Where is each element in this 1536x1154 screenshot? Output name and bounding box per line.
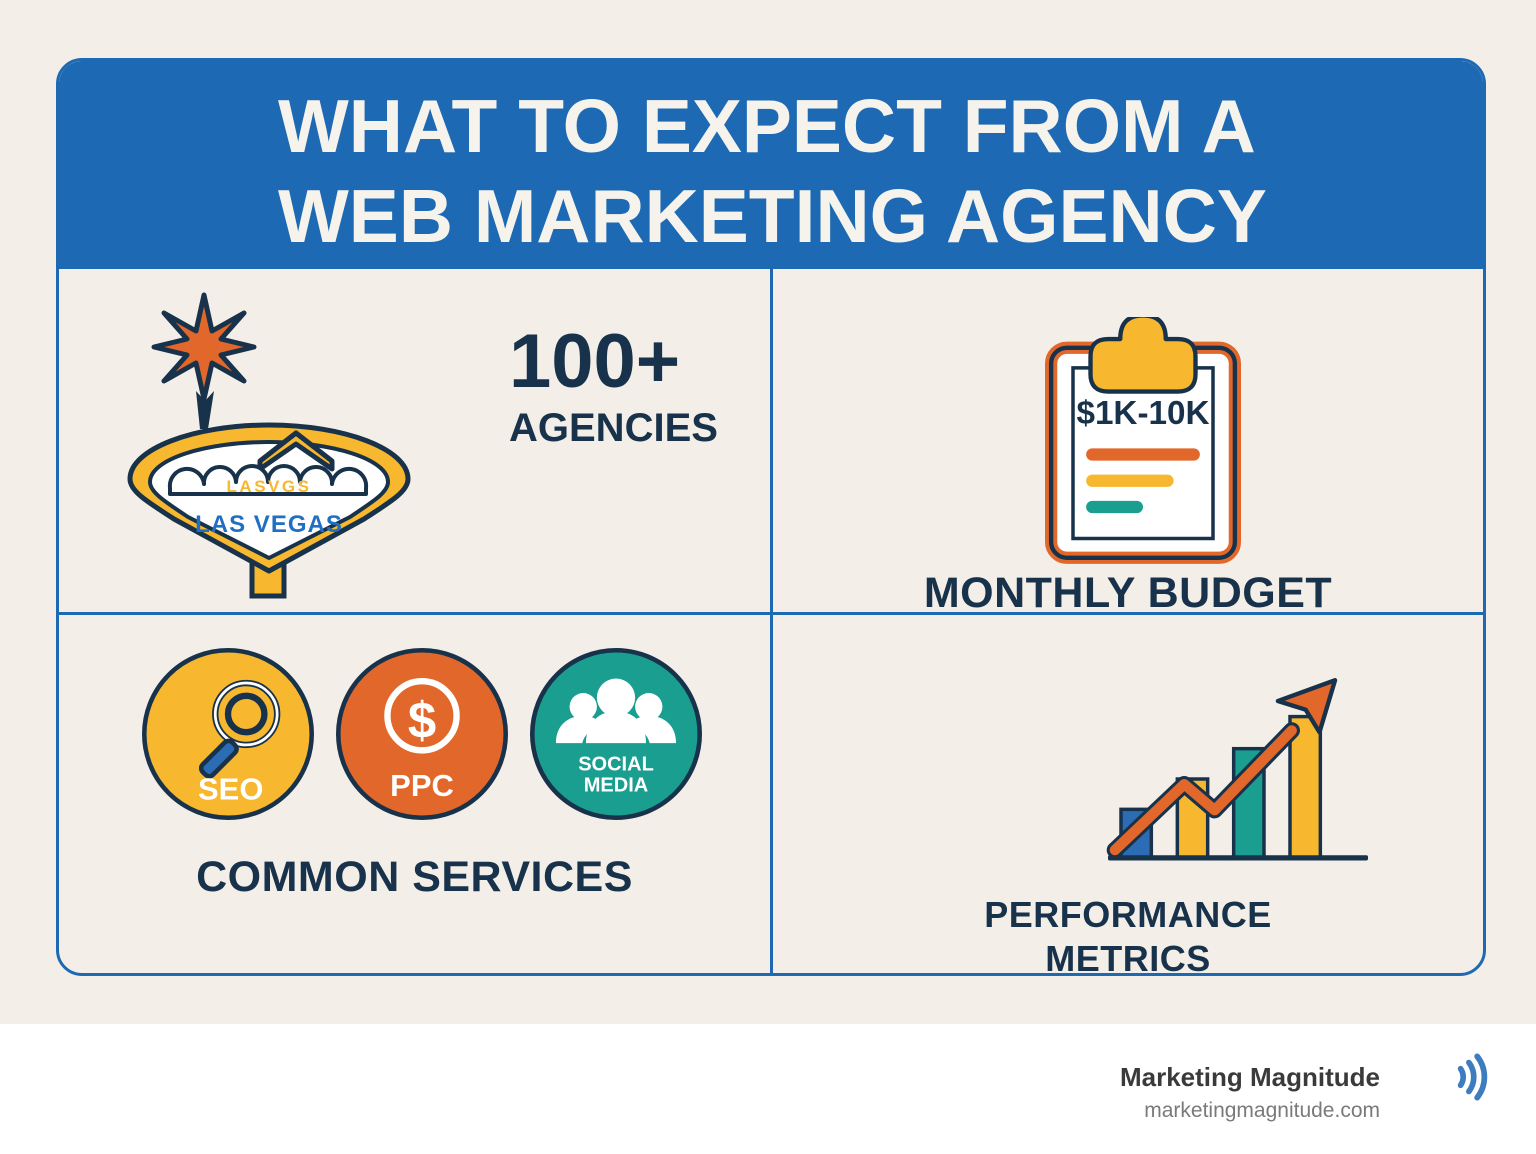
svg-text:MEDIA: MEDIA: [584, 774, 649, 796]
svg-text:LAS VEGAS: LAS VEGAS: [195, 511, 343, 538]
svg-text:SEO: SEO: [198, 772, 263, 807]
svg-text:SOCIAL: SOCIAL: [578, 753, 654, 775]
svg-text:LASVGS: LASVGS: [227, 477, 312, 496]
svg-text:$: $: [408, 692, 436, 749]
svg-text:PPC: PPC: [390, 768, 454, 803]
svg-text:$1K-10K: $1K-10K: [1076, 395, 1209, 432]
